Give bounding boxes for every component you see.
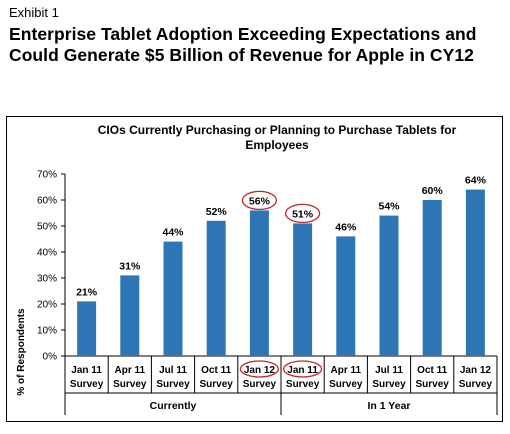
y-tick-label: 0% xyxy=(43,352,58,363)
x-tick-label: Jul 11 xyxy=(159,365,187,376)
bar xyxy=(206,220,226,356)
x-tick-label: Survey xyxy=(459,379,493,390)
data-label: 56% xyxy=(249,195,271,207)
x-tick-label: Survey xyxy=(113,379,147,390)
x-tick-label: Survey xyxy=(200,379,234,390)
data-label: 54% xyxy=(378,201,400,213)
x-tick-label: Survey xyxy=(70,379,104,390)
bar xyxy=(249,210,269,356)
bar xyxy=(379,215,399,356)
bar xyxy=(163,241,183,356)
x-tick-label: Apr 11 xyxy=(331,365,362,376)
bar xyxy=(77,301,97,356)
bar xyxy=(336,236,356,356)
data-label: 60% xyxy=(422,185,444,197)
chart-title: CIOs Currently Purchasing or Planning to… xyxy=(97,123,457,152)
highlight-circle-data-label xyxy=(284,203,321,224)
bar xyxy=(465,189,485,356)
chart-container: CIOs Currently Purchasing or Planning to… xyxy=(6,116,503,422)
highlight-circle-category xyxy=(239,360,280,378)
y-tick-label: 30% xyxy=(37,274,57,285)
x-tick-label: Jan 11 xyxy=(287,365,318,376)
data-label: 64% xyxy=(465,175,487,187)
x-tick-label: Survey xyxy=(286,379,320,390)
x-tick-label: Oct 11 xyxy=(417,365,447,376)
headline: Enterprise Tablet Adoption Exceeding Exp… xyxy=(9,24,477,65)
y-tick-label: 70% xyxy=(37,170,57,181)
x-tick-label: Jul 11 xyxy=(375,365,403,376)
highlight-circle-data-label xyxy=(241,190,278,211)
y-tick-label: 20% xyxy=(37,300,57,311)
data-label: 52% xyxy=(206,206,228,218)
bar xyxy=(120,275,140,356)
x-tick-label: Jan 11 xyxy=(71,365,102,376)
y-tick-label: 50% xyxy=(37,222,57,233)
data-label: 46% xyxy=(335,221,357,233)
y-tick-label: 60% xyxy=(37,196,57,207)
exhibit-label: Exhibit 1 xyxy=(9,5,59,20)
data-label: 44% xyxy=(162,227,184,239)
x-tick-label: Oct 11 xyxy=(201,365,231,376)
y-tick-label: 10% xyxy=(37,326,57,337)
y-axis-label: % of Respondents xyxy=(16,308,27,396)
x-tick-label: Survey xyxy=(372,379,406,390)
highlight-circle-category xyxy=(282,360,323,378)
x-tick-label: Survey xyxy=(243,379,277,390)
y-tick-label: 40% xyxy=(37,248,57,259)
bar xyxy=(293,223,313,356)
bar-chart: 0% 10% 20% 30% 40% 50% 60% 70% 21% Jan 11 Survey 31… xyxy=(37,170,498,415)
x-tick-label: Survey xyxy=(329,379,363,390)
data-label: 21% xyxy=(76,286,98,298)
data-label: 31% xyxy=(119,260,141,272)
x-tick-label: Apr 11 xyxy=(115,365,146,376)
bar xyxy=(422,200,442,356)
x-tick-label: Jan 12 xyxy=(460,365,492,376)
x-tick-label: Survey xyxy=(156,379,190,390)
group-label-in-1-year: In 1 Year xyxy=(367,400,411,412)
x-tick-label: Survey xyxy=(416,379,450,390)
group-label-currently: Currently xyxy=(149,400,197,412)
data-label: 51% xyxy=(292,208,314,220)
x-tick-label: Jan 12 xyxy=(244,365,276,376)
